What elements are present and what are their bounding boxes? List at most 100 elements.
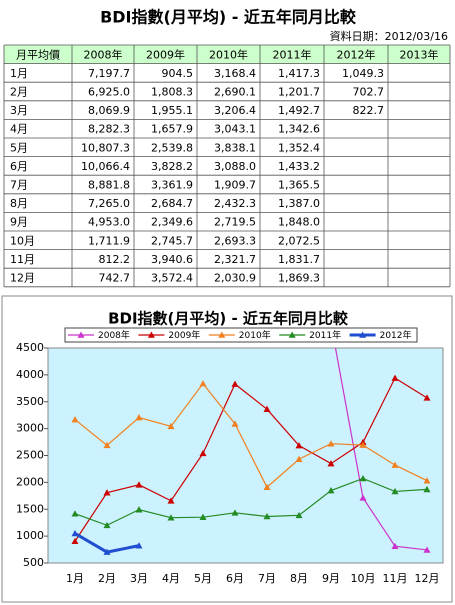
point-marker [327,440,335,447]
point-marker [423,477,431,484]
table-cell: 1,201.7 [278,86,320,99]
table-cell: 1,352.4 [278,141,320,154]
x-tick-label: 10月 [351,572,376,585]
row-label: 9月 [10,216,28,229]
legend-label: 2010年 [239,329,271,341]
point-marker [359,494,367,501]
table-cell: 1,869.3 [278,272,320,285]
table-cell: 2,349.6 [151,216,193,229]
x-tick-label: 6月 [226,572,244,585]
table-cell: 1,657.9 [151,123,193,136]
point-marker [264,109,271,115]
table-cell: 1,711.9 [88,234,130,247]
table-cell: 3,043.1 [214,123,256,136]
point-marker [295,442,303,449]
table-cell: 1,049.3 [342,67,384,80]
table-cell: 8,069.9 [88,104,130,117]
x-tick-label: 9月 [322,572,340,585]
row-label: 1月 [10,67,28,80]
point-marker [199,513,207,520]
point-marker [71,416,79,423]
table-cell: 1,909.7 [214,179,256,192]
point-marker [103,548,111,555]
point-marker [71,537,79,545]
series-line [334,348,428,551]
table-cell: 904.5 [162,67,194,80]
x-tick-label: 1月 [66,572,84,585]
point-marker [103,521,111,529]
table-cell: 3,828.2 [151,160,193,173]
point-marker [295,455,303,462]
table-cell: 2,690.1 [214,86,256,99]
x-tick-label: 4月 [162,572,180,585]
table-cell: 1,342.6 [278,123,320,136]
row-label: 5月 [10,141,28,154]
table-cell: 3,838.1 [214,141,256,154]
point-marker [103,489,111,496]
row-label: 3月 [10,104,28,117]
y-tick-label: 3000 [16,422,44,435]
table-cell: 1,387.0 [278,197,320,210]
legend-marker [359,331,367,338]
column-header: 2012年 [337,47,376,61]
table-cell: 1,848.0 [278,216,320,229]
point-marker [327,487,335,494]
x-tick-label: 7月 [258,572,276,585]
chart-title: BDI指數(月平均) - 近五年同月比較 [108,310,349,328]
point-marker [391,374,399,381]
point-marker [199,449,207,457]
legend-marker [288,331,296,338]
table-cell: 3,361.9 [151,179,193,192]
plot-clip [71,109,431,555]
table-cell: 4,953.0 [88,216,130,229]
point-marker [263,405,271,412]
table-cell: 1,365.5 [278,179,320,192]
point-marker [391,461,399,468]
x-tick-label: 8月 [290,572,308,585]
table-cell: 702.7 [353,86,385,99]
series-line [74,382,428,489]
point-marker [135,414,143,421]
legend-label: 2011年 [309,329,341,341]
x-tick-label: 2月 [98,572,116,585]
legend-label: 2012年 [380,329,412,341]
table-cell: 10,807.3 [81,141,130,154]
y-tick-label: 1000 [16,529,44,542]
point-marker [72,199,79,205]
point-marker [263,483,271,491]
table-cell: 3,940.6 [151,253,193,266]
table-cell: 2,539.8 [151,141,193,154]
row-label: 8月 [10,197,28,210]
table-cell: 1,417.3 [278,67,320,80]
table-cell: 7,197.7 [88,67,130,80]
legend-label: 2008年 [98,329,130,341]
table-cell: 6,925.0 [88,86,130,99]
point-marker [391,487,399,495]
table-cell: 822.7 [353,104,385,117]
page-title: BDI指數(月平均) - 近五年同月比較 [100,8,357,27]
y-tick-label: 1500 [16,502,44,515]
legend-label: 2009年 [168,329,200,341]
legend-marker [218,331,226,338]
table-cell: 3,206.4 [214,104,256,117]
point-marker [263,512,271,520]
table-cell: 2,432.3 [214,197,256,210]
point-marker [199,380,207,387]
y-tick-label: 2500 [16,449,44,462]
point-marker [423,546,431,553]
table-cell: 1,492.7 [278,104,320,117]
point-marker [135,542,143,549]
date-note: 資料日期：2012/03/16 [330,29,448,43]
point-marker [231,420,239,427]
table-cell: 1,831.7 [278,253,320,266]
table-cell: 10,066.4 [81,160,130,173]
column-header: 2013年 [400,47,439,61]
point-marker [359,474,367,482]
point-marker [167,497,175,504]
point-marker [359,441,367,448]
legend-marker [147,331,155,338]
table-cell: 2,745.7 [151,234,193,247]
column-header: 2011年 [273,47,312,61]
table-cell: 1,955.1 [151,104,193,117]
